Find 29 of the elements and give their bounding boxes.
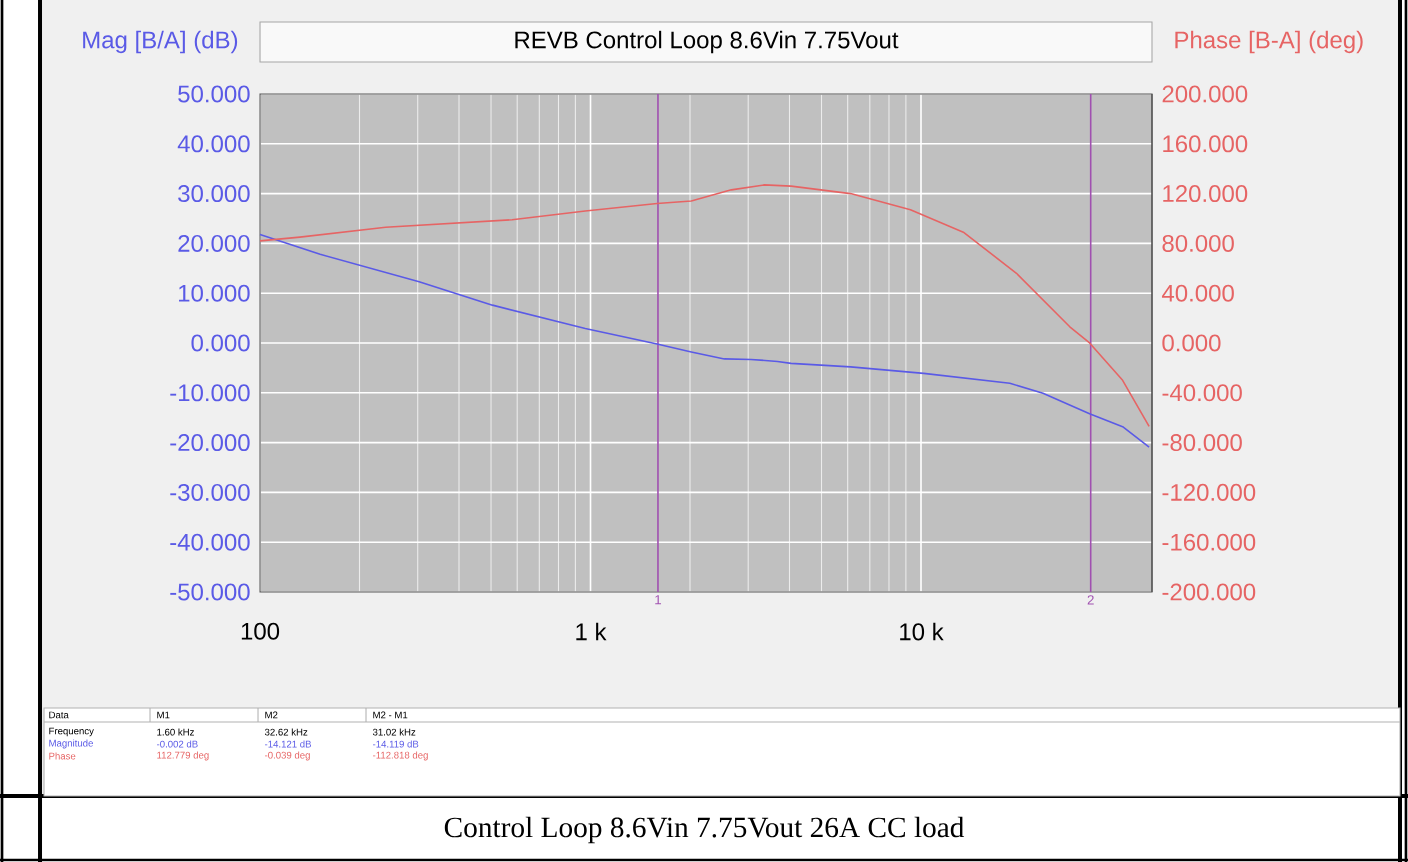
y2-tick-label: 160.000 (1163, 135, 1248, 153)
y-tick-label: 30.000 (178, 185, 250, 203)
y-tick-label: -10.000 (170, 384, 250, 402)
y-axis-title: Mag [B/A] (dB) (83, 30, 238, 54)
y2-tick-label: 120.000 (1163, 185, 1248, 203)
x-tick-label: 100 (241, 622, 280, 640)
y2-tick-label: 40.000 (1161, 284, 1234, 302)
y2-tick-label: -80.000 (1162, 434, 1242, 452)
y2-tick-label: -160.000 (1162, 533, 1256, 551)
x-tick-label: 10 k (900, 622, 944, 641)
y-tick-label: -30.000 (170, 483, 250, 501)
y-tick-label: 20.000 (178, 234, 250, 252)
y2-tick-label: 200.000 (1162, 85, 1248, 103)
y2-tick-label: -40.000 (1162, 384, 1242, 402)
y-tick-label: 50.000 (178, 85, 250, 103)
y-tick-label: 0.000 (191, 334, 250, 352)
y2-tick-label: -200.000 (1162, 583, 1256, 601)
y-tick-label: -40.000 (170, 533, 250, 551)
y2-tick-label: -120.000 (1162, 483, 1256, 501)
y2-axis-title: Phase [B-A] (deg) (1175, 30, 1363, 54)
text: Control Loop 8.6Vin 7.75Vout 26A CC load (444, 816, 965, 844)
y-tick-label: -50.000 (170, 583, 250, 601)
chart-title: REVB Control Loop 8.6Vin 7.75Vout (515, 30, 899, 54)
y-tick-label: -20.000 (170, 434, 250, 452)
y-tick-label: 40.000 (177, 135, 250, 153)
x-tick-label: 1 k (576, 622, 607, 641)
y-tick-label: 10.000 (179, 284, 250, 302)
y2-tick-label: 0.000 (1162, 334, 1221, 352)
y2-tick-label: 80.000 (1162, 234, 1234, 252)
